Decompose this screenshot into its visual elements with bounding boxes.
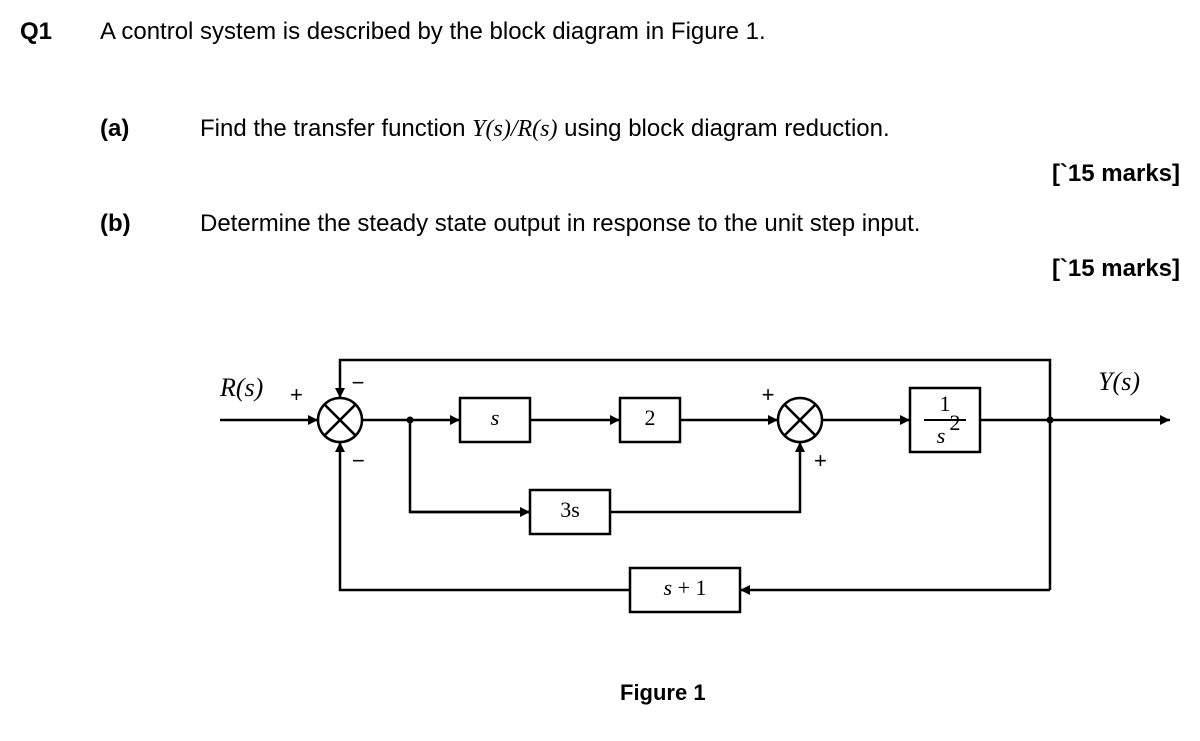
part-b-text: Determine the steady state output in res…: [200, 210, 920, 238]
part-a-tf: Y(s)/R(s): [472, 116, 557, 142]
svg-text:3s: 3s: [560, 497, 580, 522]
svg-text:s: s: [491, 405, 500, 430]
part-a-pre: Find the transfer function: [200, 115, 472, 142]
svg-text:s + 1: s + 1: [664, 575, 707, 600]
page: { "question": { "number": "Q1", "prompt_…: [0, 0, 1200, 741]
svg-text:−: −: [352, 370, 365, 395]
question-prompt: A control system is described by the blo…: [100, 18, 766, 46]
svg-text:Y(s): Y(s): [1098, 367, 1140, 396]
block-diagram: R(s)+−−s2+3s+1s2Y(s)s + 1: [210, 350, 1190, 630]
part-a-text: Find the transfer function Y(s)/R(s) usi…: [200, 115, 890, 143]
part-a-marks: [`15 marks]: [1052, 160, 1180, 188]
part-a-label: (a): [100, 115, 160, 143]
part-b-marks: [`15 marks]: [1052, 255, 1180, 283]
svg-text:2: 2: [645, 405, 656, 430]
svg-text:−: −: [352, 448, 365, 473]
question-number: Q1: [20, 18, 52, 46]
part-b-label: (b): [100, 210, 160, 238]
svg-text:R(s): R(s): [219, 373, 263, 402]
svg-text:+: +: [814, 448, 827, 473]
part-a: (a): [100, 115, 160, 143]
part-a-post: using block diagram reduction.: [557, 115, 889, 142]
svg-text:2: 2: [950, 410, 961, 435]
svg-text:s: s: [937, 423, 946, 448]
figure-caption: Figure 1: [620, 680, 706, 706]
svg-text:+: +: [290, 382, 303, 407]
block-diagram-svg: R(s)+−−s2+3s+1s2Y(s)s + 1: [210, 350, 1190, 630]
part-b: (b): [100, 210, 160, 238]
svg-text:+: +: [762, 382, 775, 407]
